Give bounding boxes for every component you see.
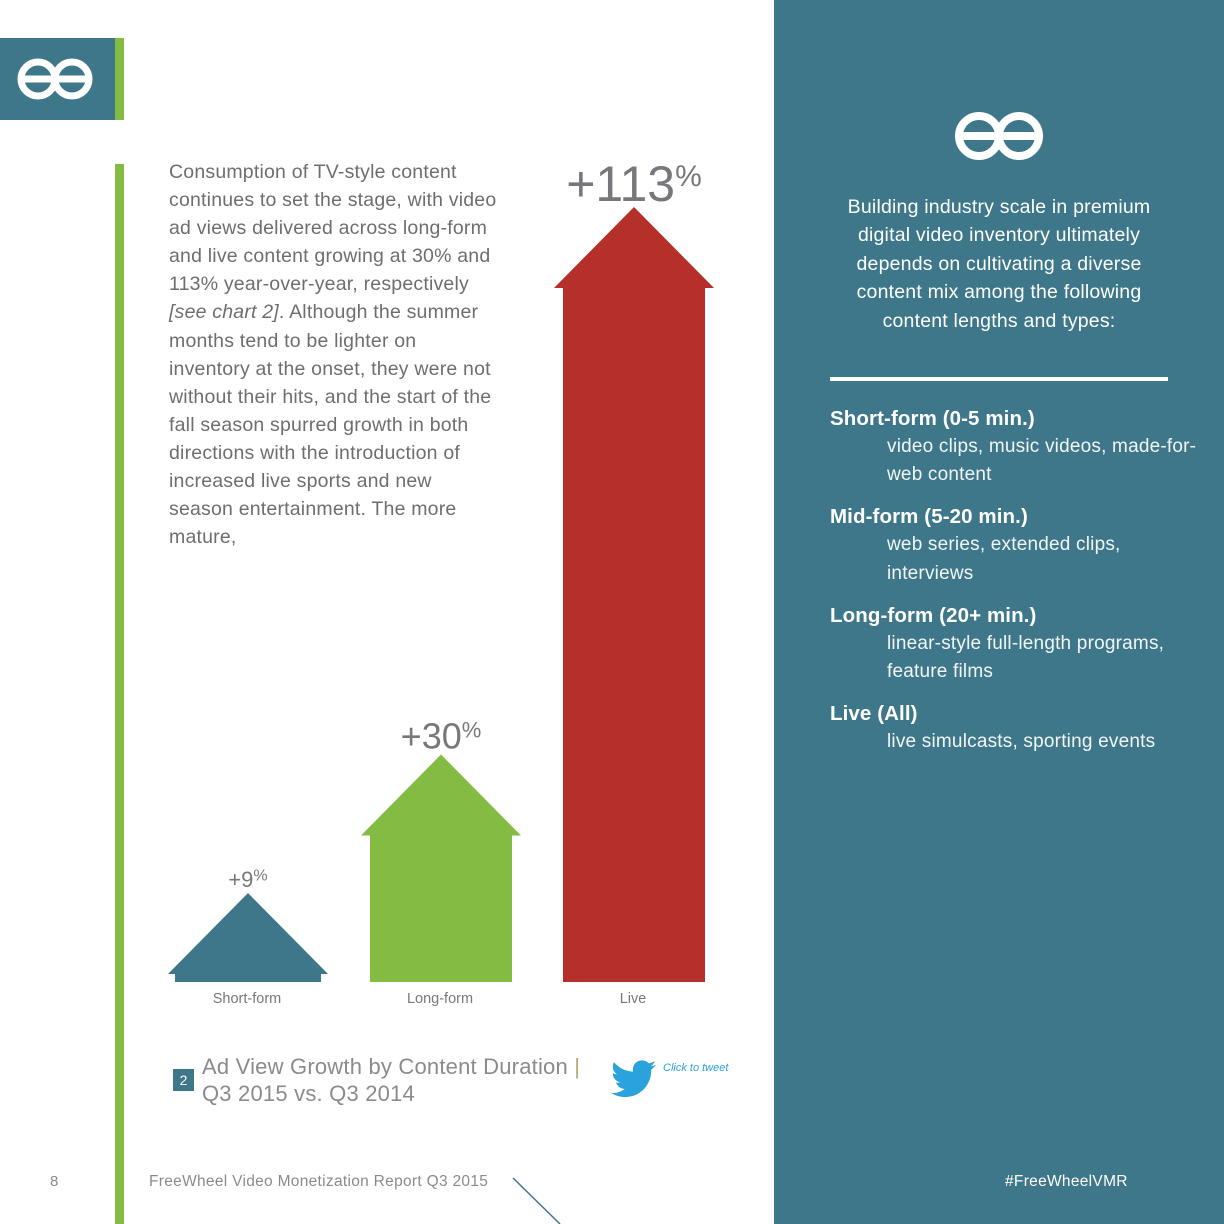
content-type-item: Long-form (20+ min.) linear-style full-l… — [830, 601, 1200, 686]
panel-divider — [830, 377, 1168, 381]
twitter-bird-icon[interactable] — [611, 1060, 657, 1102]
growth-chart: +9% Short-form +30% Long-form +113% Live — [168, 156, 714, 1007]
content-type-item: Live (All) live simulcasts, sporting eve… — [830, 699, 1200, 756]
content-types-list: Short-form (0-5 min.) video clips, music… — [830, 404, 1200, 769]
chart-reference: [see chart 2] — [169, 301, 279, 324]
right-info-panel — [774, 0, 1224, 1224]
value-label: +30% — [401, 715, 482, 756]
content-type-item: Mid-form (5-20 min.) web series, extende… — [830, 502, 1200, 587]
chart-caption: Ad View Growth by Content Duration | Q3 2… — [202, 1054, 581, 1106]
footer-report-title: FreeWheel Video Monetization Report Q3 2… — [149, 1173, 489, 1190]
content-type-title: Live (All) — [830, 702, 918, 726]
content-type-title: Short-form (0-5 min.) — [830, 407, 1035, 430]
freewheel-logo-icon — [955, 112, 1043, 160]
content-type-description: web series, extended clips, interviews — [887, 534, 1121, 584]
page-number: 8 — [50, 1173, 59, 1190]
click-to-tweet-link[interactable]: Click to tweet — [663, 1062, 729, 1074]
content-type-description: linear-style full-length programs, featu… — [887, 632, 1165, 683]
corner-decoration-line — [512, 1177, 561, 1224]
content-type-title: Long-form (20+ min.) — [830, 603, 1037, 627]
category-label: Live — [620, 991, 647, 1007]
panel-intro-text: Building industry scale in premium digit… — [847, 196, 1151, 332]
chart-number-badge: 2 — [173, 1069, 194, 1091]
value-label: +113% — [566, 156, 702, 212]
footer-hashtag: #FreeWheelVMR — [1005, 1173, 1128, 1190]
bar-short-form — [168, 893, 328, 982]
bar-long-form — [361, 754, 521, 982]
bar-live — [554, 207, 714, 982]
body-paragraph: Consumption of TV-style content continue… — [169, 161, 497, 549]
left-accent-rule — [115, 164, 124, 1224]
logo-accent-bar — [115, 38, 124, 120]
value-label: +9% — [228, 867, 267, 892]
category-label: Short-form — [213, 991, 282, 1007]
category-label: Long-form — [407, 991, 473, 1007]
freewheel-logo-box — [0, 38, 115, 120]
content-type-item: Short-form (0-5 min.) video clips, music… — [830, 404, 1200, 489]
content-type-title: Mid-form (5-20 min.) — [830, 505, 1028, 529]
freewheel-logo-icon — [17, 58, 93, 100]
content-type-description: live simulcasts, sporting events — [887, 731, 1156, 753]
content-type-description: video clips, music videos, made-for-web … — [887, 436, 1197, 486]
